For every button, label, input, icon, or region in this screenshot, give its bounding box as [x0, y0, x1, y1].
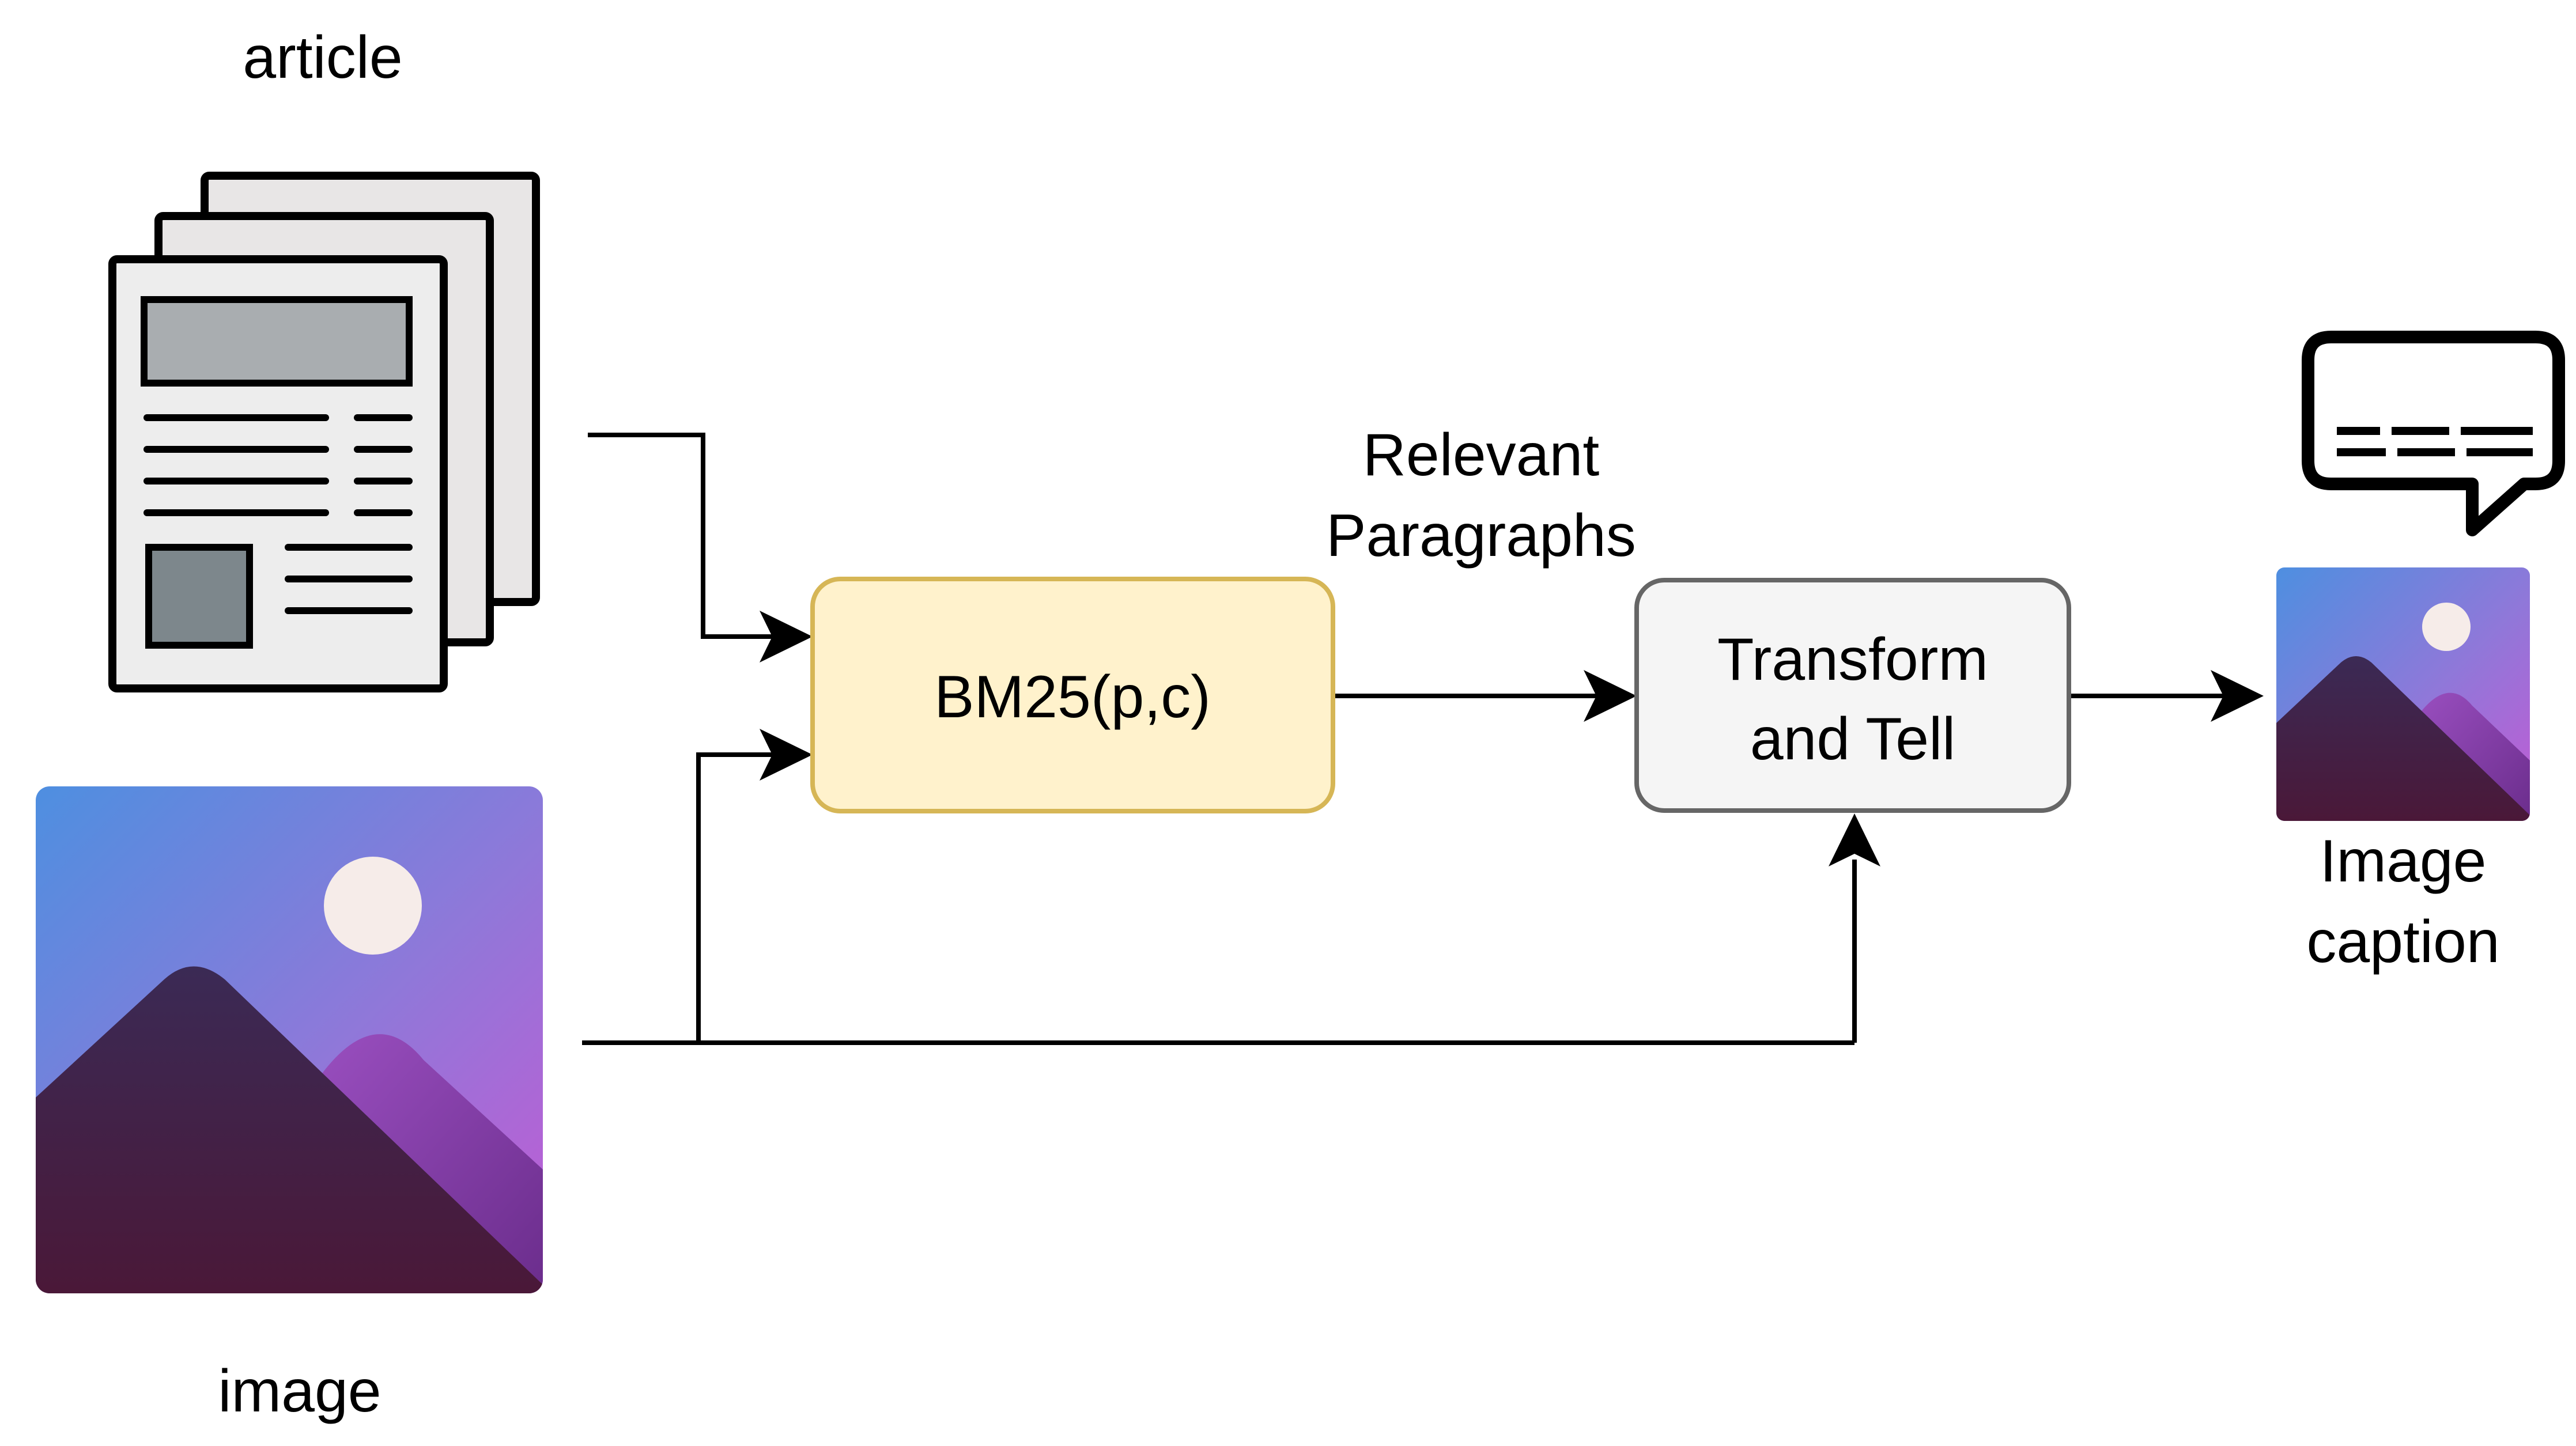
speech-bubble-icon — [2302, 331, 2565, 536]
bm25-node: BM25(p,c) — [810, 577, 1335, 813]
article-to-bm25-connector — [588, 433, 800, 639]
image-caption-label-line2: caption — [2306, 909, 2499, 975]
arrowhead-transform-left — [1584, 670, 1637, 722]
image-to-bm25-connector — [696, 752, 800, 1043]
landscape-image-icon — [36, 786, 543, 1293]
image-caption-label-line1: Image — [2320, 828, 2486, 895]
relevant-paragraphs-label-line1: Relevant — [1363, 422, 1600, 489]
arrowhead-transform-bottom — [1829, 813, 1880, 866]
newspaper-stack-icon — [108, 172, 540, 692]
image-label: image — [218, 1358, 381, 1425]
connectors — [582, 433, 2226, 1045]
output-landscape-image-icon — [2276, 567, 2530, 821]
bm25-label: BM25(p,c) — [934, 664, 1211, 730]
relevant-paragraphs-label-line2: Paragraphs — [1326, 502, 1636, 569]
article-label: article — [243, 24, 402, 91]
arrowhead-bm25-bottom — [760, 729, 813, 781]
arrowheads — [760, 611, 2264, 866]
transform-and-tell-node: Transform and Tell — [1634, 578, 2071, 813]
arrowhead-output — [2211, 670, 2264, 722]
transform-label-line1: Transform — [1717, 626, 1988, 693]
arrowhead-bm25-top — [760, 611, 813, 663]
transform-label-line2: and Tell — [1750, 706, 1956, 773]
